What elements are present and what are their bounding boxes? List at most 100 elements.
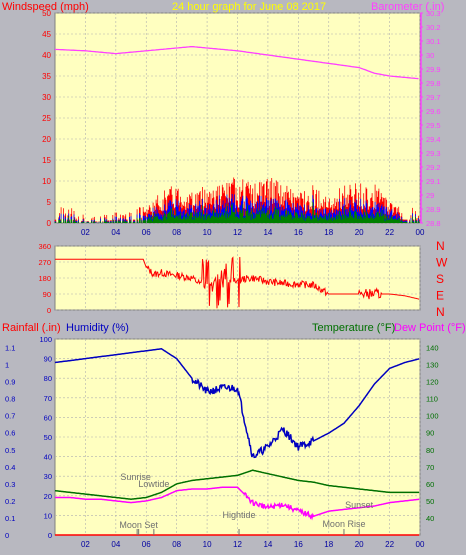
humidity-tick-label: 100 xyxy=(39,335,52,344)
y2-tick-label: 30.1 xyxy=(426,37,441,46)
humidity-tick-label: 40 xyxy=(44,453,52,462)
wind-direction-series xyxy=(55,256,420,309)
temp-tick-label: 90 xyxy=(426,429,434,438)
y-tick-label: 90 xyxy=(43,290,51,299)
humidity-tick-label: 50 xyxy=(44,433,52,442)
y2-tick-label: 28.9 xyxy=(426,205,441,214)
x-tick-label: 20 xyxy=(355,228,364,237)
rain-tick-label: 1.1 xyxy=(5,344,15,353)
y-tick-label: 0 xyxy=(47,306,51,315)
rain-tick-label: 0.5 xyxy=(5,446,15,455)
y-tick-label: 15 xyxy=(42,156,51,165)
y2-tick-label: 29.4 xyxy=(426,135,441,144)
x-tick-label: 06 xyxy=(142,228,151,237)
rain-tick-label: 0.2 xyxy=(5,497,15,506)
barometer-series xyxy=(54,45,419,80)
temp-tick-label: 60 xyxy=(426,480,434,489)
x-tick-label: 12 xyxy=(233,540,242,549)
temp-tick-label: 80 xyxy=(426,446,434,455)
event-label: Lowtide xyxy=(138,479,169,489)
y2-tick-label: 29 xyxy=(426,191,434,200)
rain-tick-label: 0.3 xyxy=(5,480,15,489)
event-label: Moon Set xyxy=(119,520,158,530)
dewpoint-axis-label: Dew Point (°F) xyxy=(394,322,466,334)
x-tick-label: 14 xyxy=(263,540,272,549)
humidity-tick-label: 30 xyxy=(44,472,52,481)
rainfall-axis-label: Rainfall (.in) xyxy=(2,322,61,334)
y-tick-label: 20 xyxy=(42,135,51,144)
rain-tick-label: 1 xyxy=(5,361,9,370)
rain-tick-label: 0.6 xyxy=(5,429,15,438)
rain-tick-label: 0.9 xyxy=(5,378,15,387)
event-label: Sunrise xyxy=(120,472,151,482)
x-tick-label: 10 xyxy=(203,228,212,237)
x-tick-label: 02 xyxy=(81,540,90,549)
temp-tick-label: 50 xyxy=(426,497,434,506)
graph-title: 24 hour graph for June 08 2017 xyxy=(172,1,326,13)
y2-tick-label: 29.2 xyxy=(426,163,441,172)
y-tick-label: 50 xyxy=(42,9,51,18)
humidity-tick-label: 0 xyxy=(48,531,52,540)
wind-avg-series xyxy=(54,202,420,223)
event-label: Sunset xyxy=(345,500,374,510)
y-tick-label: 35 xyxy=(42,72,51,81)
y2-tick-label: 30 xyxy=(426,51,434,60)
humidity-axis-label: Humidity (%) xyxy=(66,322,129,334)
humidity-tick-label: 90 xyxy=(44,355,52,364)
compass-label: N xyxy=(436,239,445,253)
y2-tick-label: 29.7 xyxy=(426,93,441,102)
y-tick-label: 5 xyxy=(47,198,52,207)
rain-tick-label: 0.7 xyxy=(5,412,15,421)
x-tick-label: 18 xyxy=(324,228,333,237)
y2-tick-label: 29.8 xyxy=(426,79,441,88)
temperature-axis-label: Temperature (°F) xyxy=(312,322,395,334)
humidity-tick-label: 60 xyxy=(44,413,52,422)
humidity-tick-label: 70 xyxy=(44,394,52,403)
compass-label: N xyxy=(436,305,445,319)
y2-tick-label: 28.8 xyxy=(426,219,441,228)
y2-tick-label: 29.6 xyxy=(426,107,441,116)
rain-tick-label: 0.1 xyxy=(5,514,15,523)
y-tick-label: 180 xyxy=(38,274,51,283)
temp-tick-label: 120 xyxy=(426,378,439,387)
compass-label: W xyxy=(436,256,448,270)
x-tick-label: 04 xyxy=(111,228,120,237)
y-tick-label: 360 xyxy=(38,242,51,251)
x-tick-label: 16 xyxy=(294,540,303,549)
temp-tick-label: 70 xyxy=(426,463,434,472)
compass-label: E xyxy=(436,289,444,303)
x-tick-label: 06 xyxy=(142,540,151,549)
temp-tick-label: 140 xyxy=(426,344,439,353)
rain-tick-label: 0 xyxy=(5,531,9,540)
x-tick-label: 04 xyxy=(111,540,120,549)
windspeed-axis-label: Windspeed (mph) xyxy=(2,1,89,13)
rain-tick-label: 0.4 xyxy=(5,463,15,472)
x-tick-label: 20 xyxy=(355,540,364,549)
humidity-tick-label: 20 xyxy=(44,492,52,501)
y-tick-label: 10 xyxy=(42,177,51,186)
humidity-tick-label: 10 xyxy=(44,511,52,520)
event-label: Hightide xyxy=(223,510,256,520)
x-tick-label: 08 xyxy=(172,540,181,549)
y2-tick-label: 29.9 xyxy=(426,65,441,74)
y-tick-label: 30 xyxy=(42,93,51,102)
temp-tick-label: 110 xyxy=(426,395,438,404)
y-tick-label: 0 xyxy=(47,219,52,228)
compass-label: S xyxy=(436,272,444,286)
humidity-tick-label: 80 xyxy=(44,374,52,383)
y-tick-label: 45 xyxy=(42,30,51,39)
y2-tick-label: 29.3 xyxy=(426,149,441,158)
temp-tick-label: 130 xyxy=(426,361,439,370)
x-tick-label: 22 xyxy=(385,540,394,549)
x-tick-label: 08 xyxy=(172,228,181,237)
x-tick-label: 18 xyxy=(324,540,333,549)
y2-tick-label: 29.5 xyxy=(426,121,441,130)
x-tick-label: 00 xyxy=(416,540,425,549)
temp-tick-label: 100 xyxy=(426,412,439,421)
x-tick-label: 14 xyxy=(263,228,272,237)
x-tick-label: 10 xyxy=(203,540,212,549)
humidity-series xyxy=(54,348,420,459)
y2-tick-label: 30.2 xyxy=(426,23,441,32)
x-tick-label: 12 xyxy=(233,228,242,237)
